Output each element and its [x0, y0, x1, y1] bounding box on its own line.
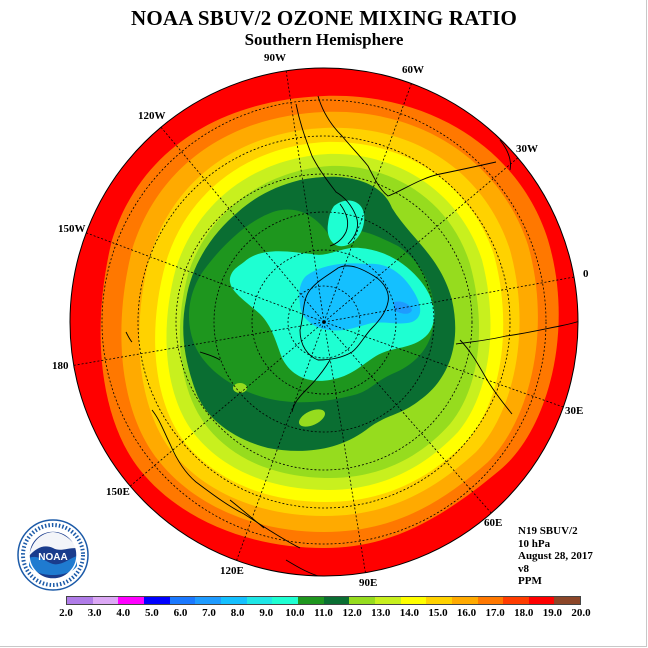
lon-label-120w: 120W	[138, 110, 166, 122]
lon-label-60w: 60W	[402, 64, 424, 76]
map-boundary	[69, 67, 579, 577]
colorbar-swatch	[169, 597, 196, 604]
colorbar-swatch	[118, 597, 144, 604]
colorbar-swatch	[426, 597, 452, 604]
colorbar-labels: 2.0 3.0 4.0 5.0 6.0 7.0 8.0 9.0 10.0 11.0 12.0 13.0…	[0, 607, 648, 621]
date-label: August 28, 2017	[518, 550, 593, 562]
colorbar-swatch	[451, 597, 478, 604]
band-13-patch	[298, 409, 326, 427]
colorbar-swatch	[272, 597, 298, 604]
noaa-logo: NOAA	[17, 519, 89, 591]
colorbar-tick-label: 14.0	[399, 607, 419, 619]
lon-label-150e: 150E	[106, 486, 130, 498]
graticule	[70, 69, 578, 576]
colorbar-tick-label: 16.0	[456, 607, 477, 619]
map-subtitle: Southern Hemisphere	[244, 30, 404, 49]
colorbar-tick-label: 15.0	[428, 607, 448, 619]
colorbar-swatch	[477, 597, 504, 604]
colorbar-swatch	[220, 597, 247, 604]
lon-label-150w: 150W	[58, 223, 86, 235]
colorbar-swatch	[554, 597, 581, 604]
colorbar-swatch	[503, 597, 529, 604]
pressure-level-label: 10 hPa	[518, 537, 551, 550]
colorbar-swatch	[67, 597, 93, 604]
colorbar-tick-label: 8.0	[230, 607, 245, 619]
colorbar-tick-label: 4.0	[116, 607, 131, 619]
units-label: PPM	[518, 575, 542, 587]
svg-text:NOAA: NOAA	[38, 552, 67, 563]
colorbar-tick-label: 11.0	[314, 607, 333, 619]
band-9	[299, 263, 421, 331]
colorbar-swatch	[374, 597, 401, 604]
version-label: v8	[518, 562, 529, 575]
lon-label-30e: 30E	[565, 405, 584, 417]
colorbar	[66, 596, 581, 605]
colorbar-tick-label: 9.0	[259, 607, 274, 619]
data-info-block: N19 SBUV/2 10 hPa August 28, 2017 v8 PPM	[518, 525, 593, 588]
colorbar-swatch	[323, 597, 350, 604]
lon-label-90w: 90W	[264, 52, 286, 64]
colorbar-swatch	[92, 597, 119, 604]
colorbar-swatch	[400, 597, 427, 604]
lon-label-180: 180	[52, 360, 69, 372]
colorbar-swatch	[246, 597, 273, 604]
instrument-label: N19 SBUV/2	[518, 525, 578, 537]
colorbar-tick-label: 17.0	[485, 607, 505, 619]
lon-label-60e: 60E	[484, 517, 503, 529]
lon-label-90e: 90E	[359, 577, 378, 589]
map-title: NOAA SBUV/2 OZONE MIXING RATIO	[131, 6, 517, 30]
lon-label-0: 0	[583, 268, 589, 280]
colorbar-swatch	[528, 597, 555, 604]
lon-label-30w: 30W	[516, 143, 538, 155]
colorbar-tick-label: 5.0	[144, 607, 159, 619]
colorbar-tick-label: 3.0	[87, 607, 102, 619]
colorbar-tick-label: 12.0	[342, 607, 362, 619]
colorbar-swatch	[195, 597, 221, 604]
colorbar-tick-label: 7.0	[202, 607, 216, 619]
colorbar-tick-label: 10.0	[285, 607, 305, 619]
colorbar-tick-label: 19.0	[542, 607, 562, 619]
colorbar-tick-label: 2.0	[59, 607, 73, 619]
band-13-patch-2	[233, 383, 247, 393]
colorbar-tick-label: 13.0	[371, 607, 391, 619]
colorbar-swatch	[143, 597, 170, 604]
lon-label-120e: 120E	[220, 565, 244, 577]
colorbar-tick-label: 20.0	[571, 607, 591, 619]
colorbar-swatch	[297, 597, 324, 604]
colorbar-swatch	[349, 597, 375, 604]
colorbar-tick-label: 6.0	[173, 607, 188, 619]
colorbar-tick-label: 18.0	[514, 607, 534, 619]
